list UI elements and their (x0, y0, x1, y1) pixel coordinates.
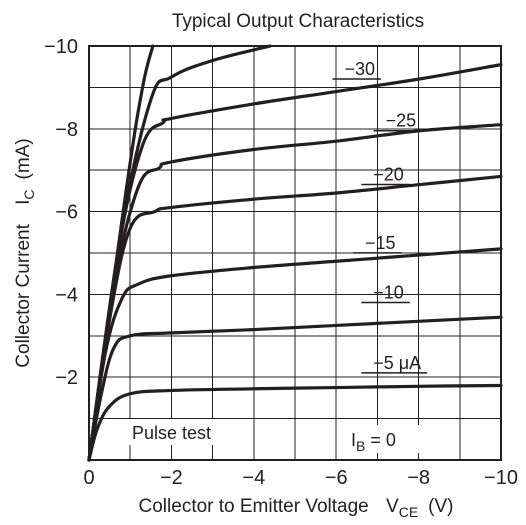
x-axis-symbol-subscript: CE (399, 504, 418, 520)
x-tick-label-4: −8 (407, 467, 430, 489)
y-axis-symbol-subscript: C (21, 189, 37, 199)
y-axis-label-text: Collector Current (13, 223, 34, 367)
ib-zero-subscript: B (356, 438, 365, 454)
curve-ib-7 (87, 44, 155, 462)
curve-label-4: −25 (386, 111, 417, 131)
ib-zero-label: IB = 0 (351, 430, 396, 454)
y-axis-label: Collector Current IC (mA) (13, 138, 37, 367)
x-axis-unit: (V) (428, 496, 453, 517)
curve-label-3: −20 (373, 165, 404, 185)
x-tick-label-3: −6 (325, 467, 348, 489)
x-tick-label-2: −4 (242, 467, 265, 489)
x-axis-label: Collector to Emitter Voltage VCE (V) (139, 496, 454, 520)
curve-ib-2 (87, 247, 503, 462)
ib-zero-symbol: I (351, 430, 356, 450)
curve-label-5: −30 (344, 59, 375, 79)
curves (87, 44, 503, 462)
y-tick-label-2: −6 (55, 202, 78, 224)
x-tick-labels: 0 −2 −4 −6 −8 −10 (83, 467, 518, 489)
y-tick-labels: −2 −4 −6 −8 −10 (44, 36, 78, 389)
x-axis-symbol: V (386, 496, 399, 517)
curve-ib-1 (87, 315, 503, 462)
pulse-test-backdrop (127, 419, 243, 445)
y-tick-label-1: −4 (55, 284, 78, 306)
x-tick-label-5: −10 (484, 467, 518, 489)
curve-label-1: −10 (373, 283, 404, 303)
curve-label-0: −5 μA (373, 353, 421, 373)
curve-label-2: −15 (365, 233, 396, 253)
ib-zero-backdrop (342, 425, 444, 453)
curve-ib-0 (87, 383, 503, 462)
chart-title: Typical Output Characteristics (172, 11, 424, 32)
x-tick-label-1: −2 (160, 467, 183, 489)
curve-labels: −5 μA −10 −15 −20 −25 −30 (332, 59, 428, 374)
y-tick-label-0: −2 (55, 367, 78, 389)
x-tick-label-0: 0 (83, 467, 94, 489)
y-tick-label-3: −8 (55, 119, 78, 141)
y-axis-unit: (mA) (13, 138, 34, 179)
ib-zero-value: = 0 (365, 430, 396, 450)
y-axis-symbol: I (13, 200, 34, 205)
plot-frame (88, 45, 502, 461)
pulse-test-note: Pulse test (132, 423, 211, 443)
y-tick-label-4: −10 (44, 36, 78, 58)
x-axis-label-text: Collector to Emitter Voltage (139, 496, 369, 517)
